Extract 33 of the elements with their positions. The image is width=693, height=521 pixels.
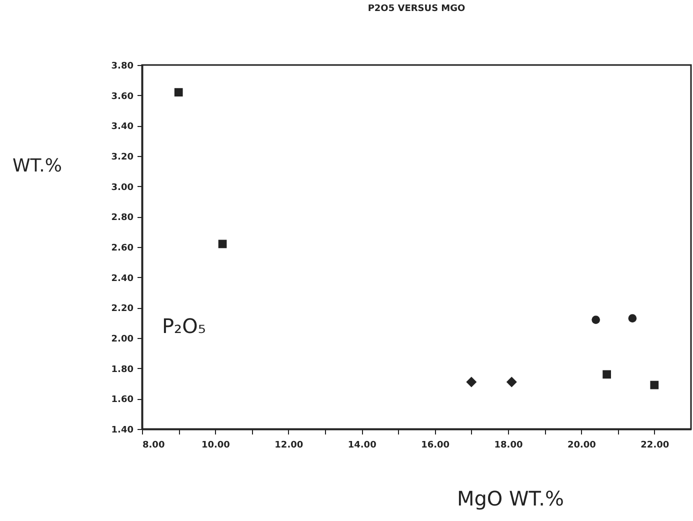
x-tick-label: 16.00 bbox=[421, 440, 450, 450]
point bbox=[650, 380, 659, 390]
y-tick-label: 3.00 bbox=[111, 182, 134, 193]
x-tick-label: 8.00 bbox=[142, 440, 165, 450]
y-tick-label: 2.00 bbox=[111, 334, 134, 344]
y-tick-label: 2.60 bbox=[111, 244, 134, 254]
x-tick-label: 22.00 bbox=[640, 440, 670, 450]
y-tick-label: 1.40 bbox=[111, 426, 134, 436]
point bbox=[466, 376, 477, 388]
x-axis-title: MgO WT.% bbox=[456, 486, 564, 510]
point bbox=[592, 316, 600, 324]
y-tick-label: 2.80 bbox=[111, 213, 134, 224]
y-tick-label: 1.80 bbox=[111, 364, 134, 375]
y-tick-label: 2.40 bbox=[111, 274, 134, 284]
x-tick-label: 12.00 bbox=[274, 440, 304, 450]
x-tick-label: 14.00 bbox=[348, 440, 376, 450]
point bbox=[602, 370, 612, 379]
y-tick-label: 3.80 bbox=[111, 62, 134, 72]
point bbox=[218, 240, 227, 248]
y-tick-label: 3.40 bbox=[111, 122, 134, 132]
y-tick-label: 1.60 bbox=[111, 395, 134, 406]
x-tick-label: 18.00 bbox=[494, 440, 523, 450]
chart-title: P2O5 VERSUS MGO bbox=[368, 4, 466, 14]
x-tick-label: 10.00 bbox=[201, 440, 230, 450]
y-tick-label: 3.20 bbox=[111, 152, 134, 162]
x-tick-label: 20.00 bbox=[567, 440, 596, 450]
y-tick-label: 2.20 bbox=[111, 304, 134, 314]
y-axis-title: WT.% bbox=[12, 156, 62, 176]
point bbox=[628, 314, 637, 322]
point bbox=[174, 88, 183, 96]
y-tick-label: 3.60 bbox=[111, 92, 134, 102]
annotation: P₂O₅ bbox=[162, 314, 206, 338]
point bbox=[506, 376, 517, 388]
